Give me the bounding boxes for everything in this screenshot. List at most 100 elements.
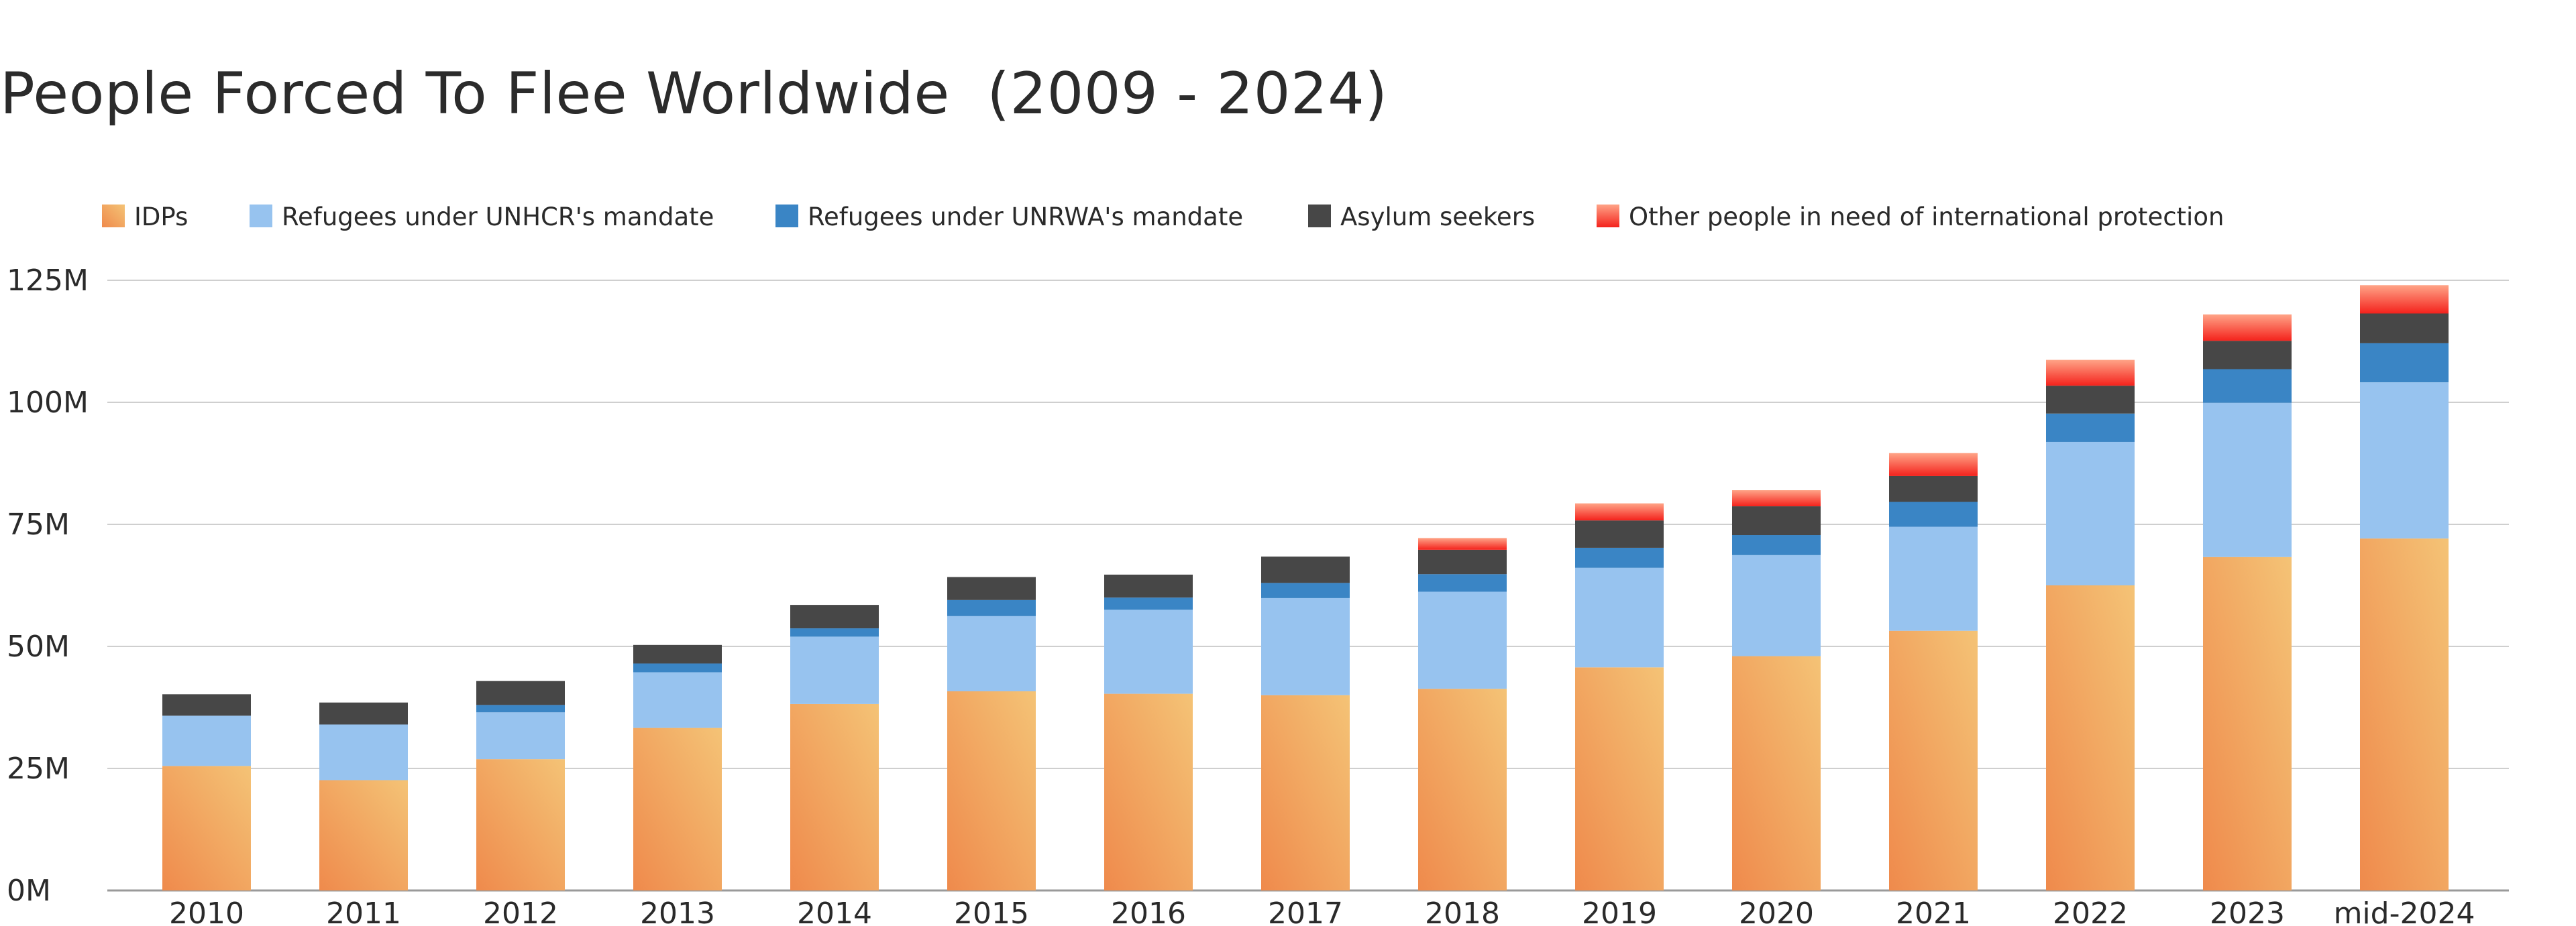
bar-segment: [476, 712, 565, 760]
bar-segment: [1261, 597, 1350, 695]
bar-segment: [1575, 547, 1664, 568]
x-tick-label: 2013: [640, 896, 715, 926]
legend-label: Refugees under UNRWA's mandate: [808, 202, 1243, 231]
bar-segment: [2046, 386, 2135, 414]
bar-segment: [2360, 343, 2449, 383]
bar-segment: [2203, 341, 2292, 369]
bar-segment: [476, 705, 565, 713]
y-tick-label: 0M: [7, 874, 51, 908]
bar-segment: [1575, 520, 1664, 548]
y-tick-label: 125M: [7, 264, 89, 298]
bar-segment: [947, 616, 1036, 691]
bar-segment: [1418, 538, 1507, 550]
bar-segment: [1261, 583, 1350, 598]
legend-label: Refugees under UNHCR's mandate: [282, 202, 714, 231]
bar-segment: [1261, 557, 1350, 583]
x-tick-label: 2023: [2210, 896, 2285, 926]
bar-segment: [1889, 453, 1978, 476]
bar-segment: [2203, 314, 2292, 341]
bar-segment: [790, 636, 879, 704]
legend-swatch: [250, 205, 272, 227]
bar-segment: [476, 759, 565, 890]
x-tick-label: 2019: [1582, 896, 1657, 926]
y-tick-label: 25M: [7, 752, 70, 786]
x-tick-label: 2014: [797, 896, 872, 926]
bar-segment: [319, 724, 408, 780]
bar-segment: [2360, 313, 2449, 343]
bars: [162, 285, 2449, 890]
bar-segment: [1418, 591, 1507, 689]
bar-segment: [1732, 506, 1821, 536]
legend-swatch: [102, 205, 125, 227]
legend: IDPs Refugees under UNHCR's mandate Refuge…: [102, 202, 2224, 231]
bar-segment: [2046, 585, 2135, 890]
bar-segment: [1889, 526, 1978, 631]
bar-segment: [633, 663, 722, 673]
bar-segment: [1889, 502, 1978, 527]
x-tick-label: 2010: [169, 896, 244, 926]
bar-segment: [1732, 555, 1821, 656]
y-tick-label: 50M: [7, 630, 70, 664]
bar-segment: [1889, 475, 1978, 502]
bar-segment: [790, 703, 879, 890]
x-tick-label: 2015: [954, 896, 1029, 926]
bar-segment: [476, 681, 565, 705]
bar-segment: [947, 577, 1036, 600]
x-tick-label: mid-2024: [2334, 896, 2475, 926]
bar-segment: [1418, 549, 1507, 575]
bar-segment: [1575, 667, 1664, 890]
legend-label: IDPs: [134, 202, 188, 231]
x-tick-label: 2022: [2053, 896, 2128, 926]
y-axis: 0M 25M 50M 75M 100M 125M: [7, 264, 89, 908]
bar-segment: [162, 694, 251, 716]
legend-swatch: [775, 205, 798, 227]
legend-swatch: [1308, 205, 1331, 227]
bar-segment: [790, 605, 879, 629]
legend-label: Other people in need of international pr…: [1629, 202, 2224, 231]
bar-segment: [319, 780, 408, 890]
bar-segment: [2203, 402, 2292, 557]
bar-segment: [790, 628, 879, 637]
bar-segment: [1261, 695, 1350, 890]
bar-segment: [947, 599, 1036, 616]
bar-segment: [1104, 597, 1193, 610]
bar-segment: [1732, 535, 1821, 555]
x-tick-label: 2016: [1111, 896, 1186, 926]
bar-segment: [2360, 382, 2449, 539]
bar-segment: [2360, 285, 2449, 314]
bar-segment: [2046, 441, 2135, 585]
bar-segment: [1575, 567, 1664, 668]
bar-segment: [1104, 693, 1193, 890]
bar-segment: [162, 715, 251, 766]
legend-swatch: [1597, 205, 1619, 227]
bar-segment: [1889, 630, 1978, 890]
x-tick-label: 2017: [1268, 896, 1343, 926]
x-tick-label: 2021: [1896, 896, 1971, 926]
x-tick-label: 2020: [1739, 896, 1814, 926]
chart-title: People Forced To Flee Worldwide (2009 - …: [0, 60, 1388, 127]
bar-segment: [1418, 689, 1507, 890]
bar-segment: [2360, 538, 2449, 890]
bar-segment: [1104, 574, 1193, 598]
legend-label: Asylum seekers: [1340, 202, 1535, 231]
bar-segment: [162, 766, 251, 890]
bar-segment: [1418, 574, 1507, 592]
bar-segment: [1575, 503, 1664, 521]
bar-segment: [2046, 413, 2135, 442]
bar-segment: [1732, 490, 1821, 507]
bar-segment: [633, 672, 722, 728]
bar-segment: [2203, 557, 2292, 890]
y-tick-label: 100M: [7, 386, 89, 420]
bar-segment: [947, 691, 1036, 890]
bar-segment: [633, 644, 722, 664]
bar-segment: [2046, 359, 2135, 386]
bar-segment: [633, 728, 722, 890]
x-axis: 2010 2011 2012 2013 2014 2015 2016 2017 2018 2019…: [169, 896, 2475, 926]
bar-segment: [1732, 656, 1821, 890]
bar-segment: [2203, 369, 2292, 403]
x-tick-label: 2011: [326, 896, 401, 926]
x-tick-label: 2018: [1425, 896, 1500, 926]
y-tick-label: 75M: [7, 508, 70, 542]
x-tick-label: 2012: [483, 896, 558, 926]
